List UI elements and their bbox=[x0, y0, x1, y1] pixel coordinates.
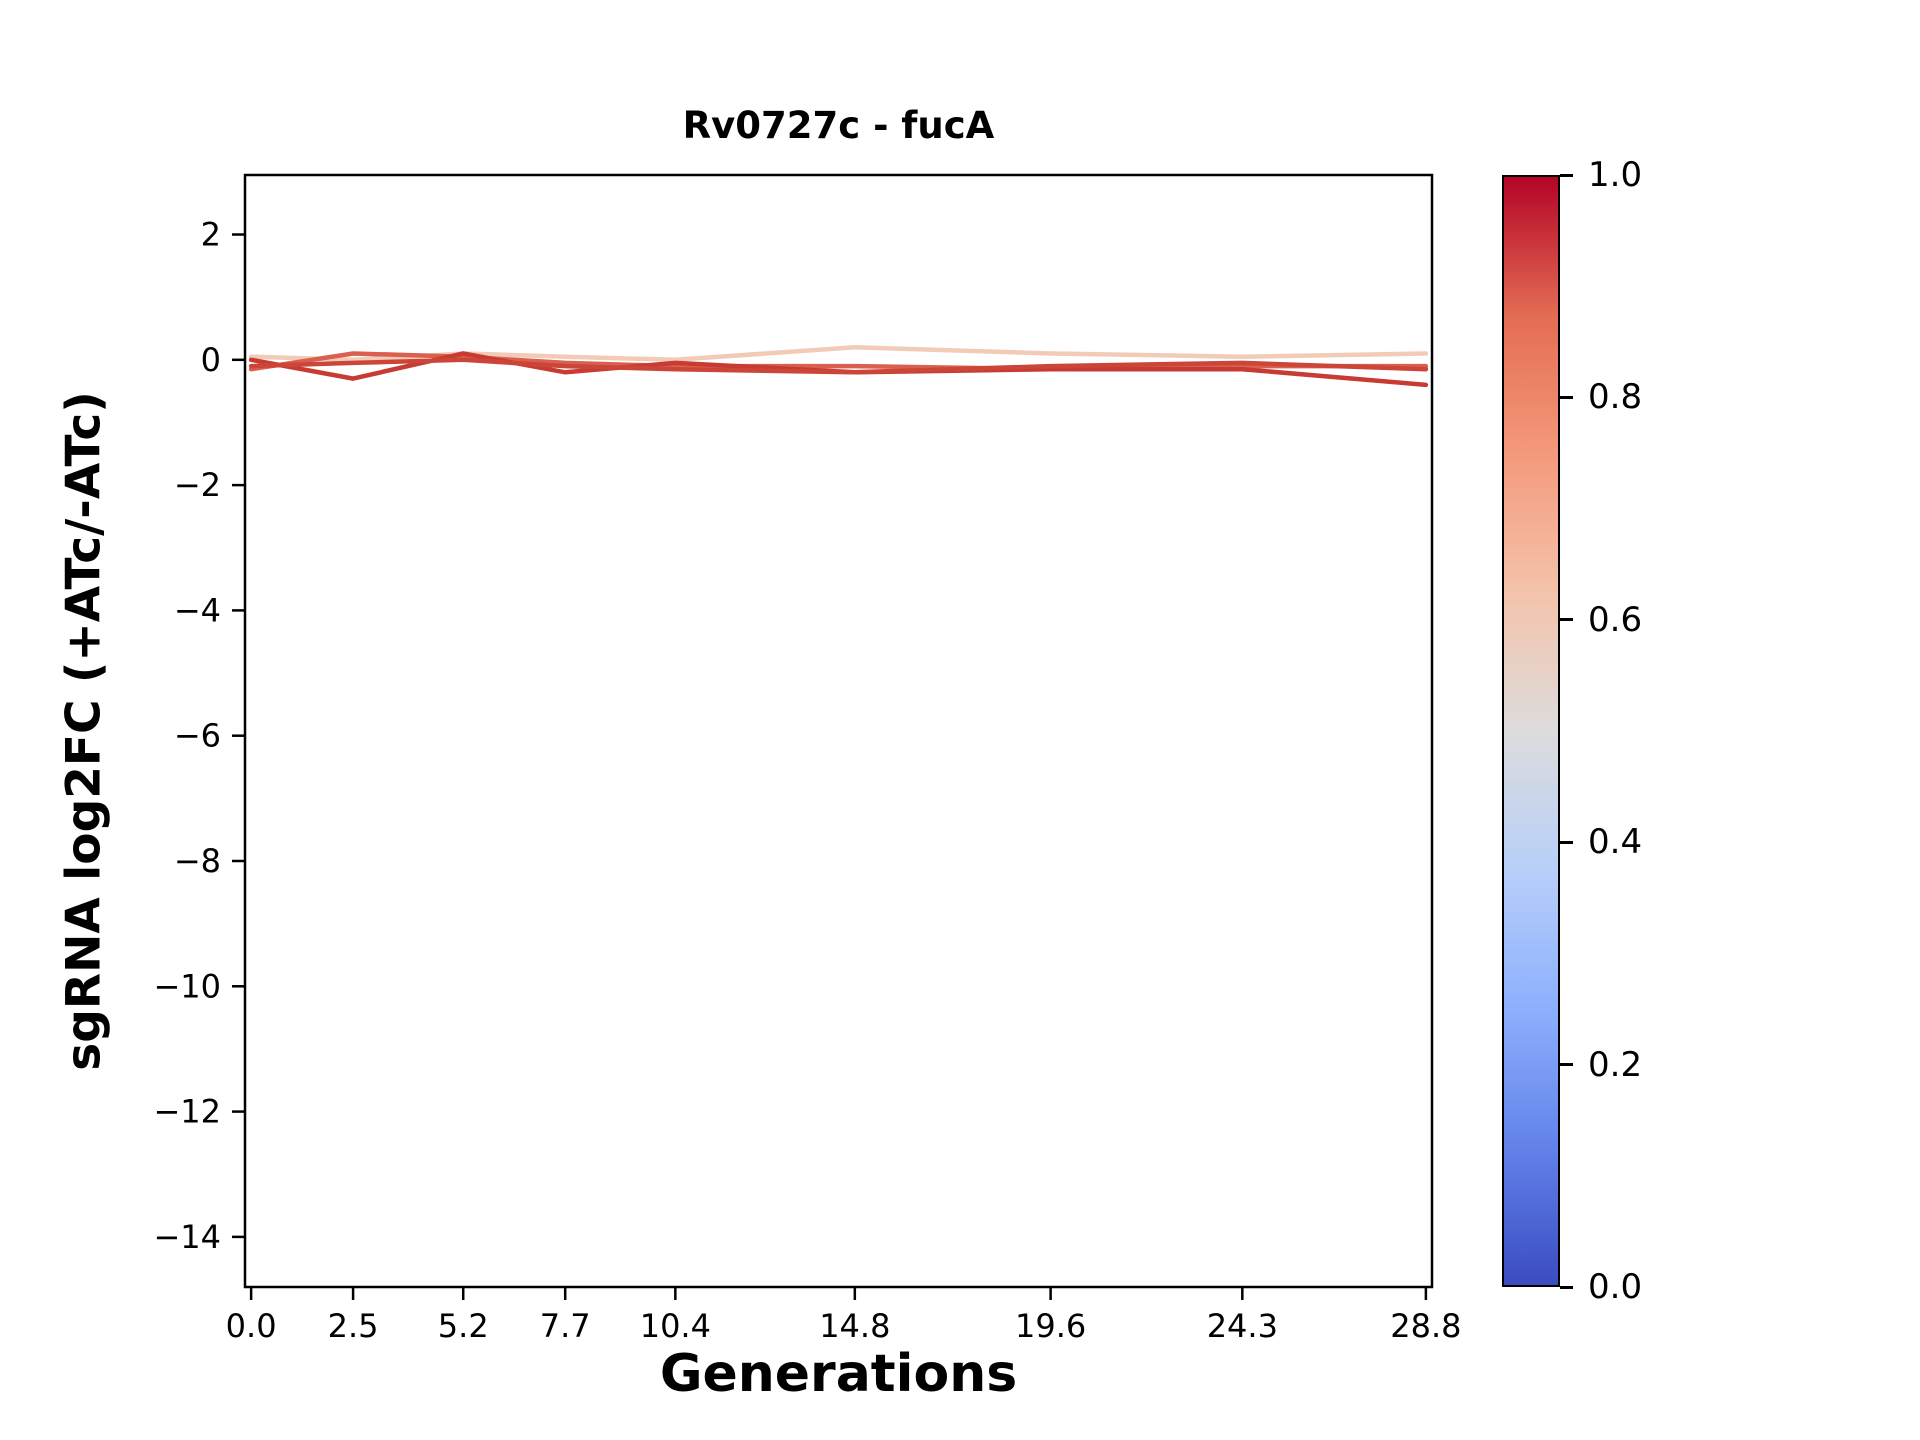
x-tick-label: 19.6 bbox=[1015, 1307, 1086, 1345]
series-line bbox=[248, 351, 1429, 388]
chart-title: Rv0727c - fucA bbox=[682, 104, 995, 147]
y-tick-label: −2 bbox=[174, 466, 221, 504]
colorbar-tick-mark bbox=[1560, 395, 1573, 399]
y-tick-label: −14 bbox=[153, 1218, 221, 1256]
series-line bbox=[248, 345, 1429, 363]
plot-border bbox=[243, 173, 1434, 1289]
colorbar-tick-mark bbox=[1560, 618, 1573, 622]
x-tick-label: 7.7 bbox=[540, 1307, 591, 1345]
y-tick-label: −4 bbox=[174, 591, 221, 629]
colorbar-tick-label: 0.8 bbox=[1588, 377, 1643, 418]
y-tick-label: 0 bbox=[201, 341, 221, 379]
x-tick-label: 0.0 bbox=[226, 1307, 277, 1345]
x-tick-label: 28.8 bbox=[1390, 1307, 1461, 1345]
colorbar-tick-label: 0.2 bbox=[1588, 1044, 1643, 1085]
colorbar-tick-mark bbox=[1560, 1285, 1573, 1289]
colorbar-tick-label: 0.6 bbox=[1588, 599, 1643, 640]
x-tick-label: 24.3 bbox=[1207, 1307, 1278, 1345]
colorbar-tick-mark bbox=[1560, 840, 1573, 844]
y-tick-label: −8 bbox=[174, 842, 221, 880]
colorbar-tick-label: 1.0 bbox=[1588, 155, 1643, 195]
colorbar-tick-label: 0.4 bbox=[1588, 822, 1643, 863]
y-tick-label: −12 bbox=[153, 1093, 221, 1131]
x-axis-label: Generations bbox=[659, 1344, 1018, 1404]
y-tick-label: 2 bbox=[201, 216, 221, 254]
colorbar-tick-mark bbox=[1560, 1063, 1573, 1067]
colorbar-tick-mark bbox=[1560, 173, 1573, 177]
colorbar-tick-label: 0.0 bbox=[1588, 1267, 1643, 1307]
y-tick-label: −6 bbox=[174, 717, 221, 755]
x-tick-label: 14.8 bbox=[819, 1307, 890, 1345]
y-tick-label: −10 bbox=[153, 967, 221, 1005]
colorbar-gradient bbox=[1502, 175, 1560, 1287]
x-tick-label: 2.5 bbox=[328, 1307, 379, 1345]
x-tick-label: 10.4 bbox=[640, 1307, 711, 1345]
series-line bbox=[248, 357, 1429, 375]
x-tick-label: 5.2 bbox=[438, 1307, 489, 1345]
